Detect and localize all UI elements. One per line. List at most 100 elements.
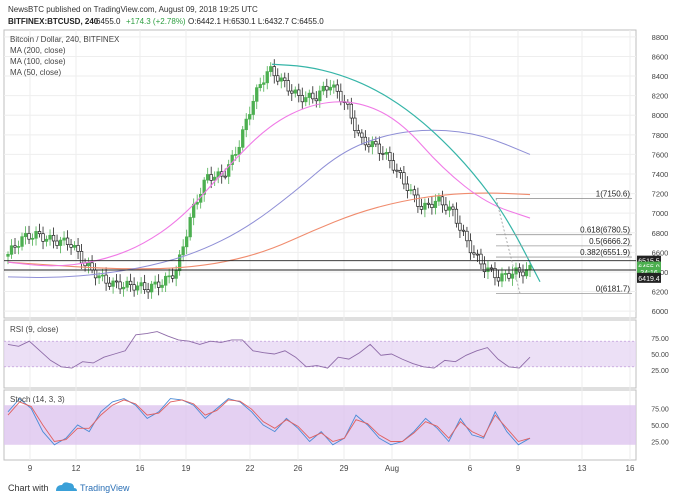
price-layer: 1(7150.6) 0.618(6780.5) 0.5(6666.2) 0.382(6…: [4, 59, 636, 299]
rsi-tick-label: 75.00: [651, 336, 669, 343]
candle-body: [437, 196, 441, 202]
x-tick-label: 29: [340, 464, 349, 473]
price-title: Bitcoin / Dollar, 240, BITFINEX: [10, 35, 120, 44]
candle-body: [412, 189, 417, 196]
candle-body: [426, 202, 431, 205]
candle-body: [276, 75, 280, 82]
candle-body: [356, 130, 360, 134]
fib-level-label: 0.618(6780.5): [580, 226, 630, 235]
header-change: +174.3 (+2.78%): [126, 17, 186, 26]
candle-body: [27, 233, 31, 240]
price-axis-tag: [637, 261, 661, 272]
candle-body: [234, 154, 238, 156]
candle-body: [272, 66, 276, 77]
candle-body: [171, 275, 175, 279]
candle-body: [269, 66, 273, 72]
candle-body: [307, 92, 311, 98]
candle-body: [300, 95, 304, 103]
candle-body: [321, 85, 325, 92]
candle-body: [181, 246, 185, 256]
price-tick-label: 7200: [652, 190, 669, 199]
candle-body: [458, 222, 462, 231]
header-symbol: BITFINEX:BTCUSD, 240: [8, 17, 99, 26]
price-tick-label: 8600: [652, 52, 669, 61]
stoch-band: [4, 405, 636, 445]
candle-body: [195, 201, 199, 205]
candle-body: [461, 229, 466, 232]
stoch-layer: [4, 397, 636, 446]
x-tick-label: 12: [72, 464, 81, 473]
candle-body: [37, 231, 42, 235]
rsi-tick-label: 25.00: [651, 368, 669, 375]
candle-body: [349, 103, 353, 119]
rsi-layer: [4, 331, 636, 369]
candle-body: [209, 174, 213, 181]
candle-body: [62, 237, 66, 241]
price-tick-label: 7000: [652, 209, 669, 218]
candle-body: [451, 206, 455, 210]
candle-body: [30, 237, 35, 240]
candle-body: [16, 246, 21, 248]
candle-body: [167, 275, 171, 278]
candle-body: [374, 141, 378, 145]
candle-body: [493, 268, 497, 279]
candle-body: [139, 282, 143, 287]
rsi-title: RSI (9, close): [10, 325, 59, 334]
candle-body: [65, 237, 70, 245]
publish-line: NewsBTC published on TradingView.com, Au…: [8, 5, 258, 14]
header-last: 6455.0: [96, 17, 121, 26]
candle-body: [192, 203, 196, 218]
candle-body: [160, 284, 164, 288]
candle-body: [76, 245, 80, 252]
candle-body: [48, 234, 52, 240]
candle-body: [142, 282, 147, 291]
price-tick-label: 7400: [652, 170, 669, 179]
fib-level-label: 0.382(6551.9): [580, 248, 630, 257]
candle-body: [405, 183, 410, 191]
ma100-line: [7, 129, 531, 278]
legend-ma50: MA (50, close): [10, 68, 61, 77]
candle-body: [86, 262, 91, 267]
stoch-tick-label: 50.00: [651, 423, 669, 430]
stoch-d-line: [7, 399, 531, 443]
header-symbol-row: BITFINEX:BTCUSD, 240 6455.0 +174.3 (+2.7…: [8, 17, 324, 26]
price-tick-label: 8400: [652, 72, 669, 81]
candle-body: [9, 245, 14, 255]
candle-body: [100, 274, 105, 277]
candle-body: [146, 289, 150, 293]
candle-body: [304, 97, 308, 103]
candle-body: [416, 194, 420, 207]
candle-body: [244, 118, 248, 131]
candle-body: [251, 100, 255, 115]
candle-body: [153, 281, 157, 285]
x-tick-label: 9: [28, 464, 33, 473]
candle-body: [114, 280, 119, 283]
candle-body: [227, 164, 231, 177]
candle-body: [258, 84, 262, 89]
rsi-band: [4, 341, 636, 367]
candle-body: [465, 230, 469, 242]
candle-body: [248, 114, 252, 120]
candle-body: [6, 253, 10, 257]
candle-body: [174, 270, 178, 279]
candle-body: [58, 239, 63, 246]
price-tick-label: 6000: [652, 307, 669, 316]
candle-body: [503, 273, 508, 275]
price-tick-label: 8000: [652, 111, 669, 120]
candle-body: [440, 196, 445, 206]
candle-body: [395, 169, 399, 172]
ma50-line: [7, 101, 531, 267]
candle-body: [188, 217, 192, 238]
candle-body: [444, 204, 448, 211]
tradingview-cloud-icon: [56, 482, 77, 491]
candle-body: [107, 282, 112, 287]
candle-body: [524, 269, 529, 277]
price-tick-label: 8800: [652, 33, 669, 42]
candle-body: [104, 274, 108, 284]
candle-body: [34, 231, 38, 239]
rsi-line: [7, 331, 531, 369]
fib-trend-line: [495, 198, 521, 294]
candle-body: [283, 77, 287, 81]
header-ohlc: O:6442.1 H:6530.1 L:6432.7 C:6455.0: [188, 17, 324, 26]
